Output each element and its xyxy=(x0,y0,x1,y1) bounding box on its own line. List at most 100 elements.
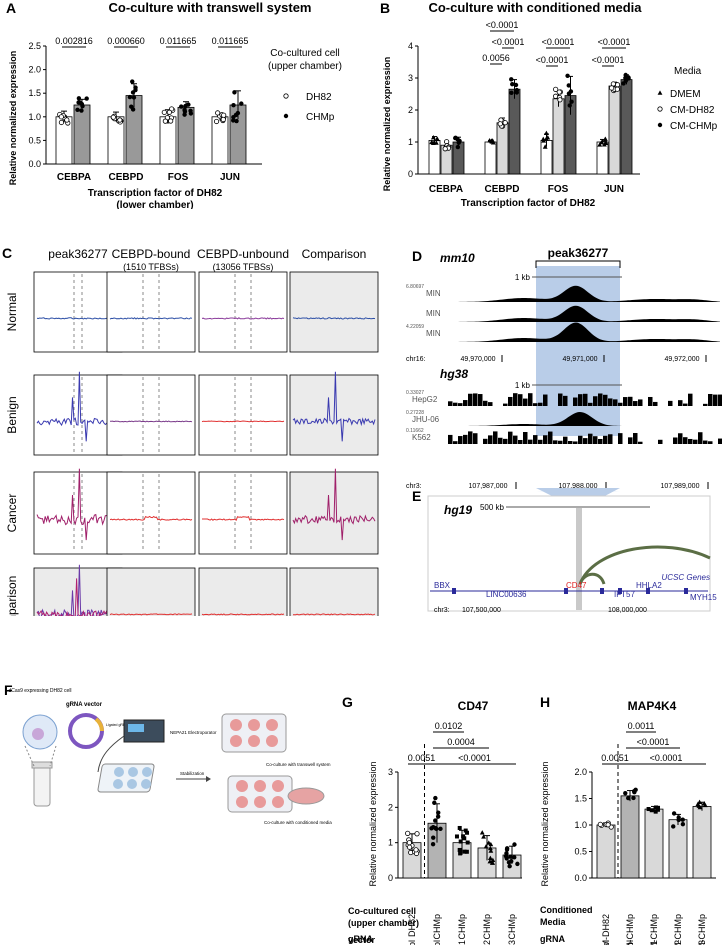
panel-a-sig-label: 0.011665 xyxy=(160,36,197,46)
panel-g-point xyxy=(414,831,420,837)
panel-c-subplot xyxy=(106,471,196,555)
panel-e-scale: 500 kb xyxy=(480,503,505,512)
panel-e-gene-label: LINC00636 xyxy=(486,590,527,599)
panel-d-signal-bar xyxy=(718,438,722,444)
panel-d-signal-bar xyxy=(553,440,558,444)
panel-g-point xyxy=(457,825,462,830)
panel-a-y-tick-label: 0.0 xyxy=(28,159,41,169)
panel-e-letter: E xyxy=(412,488,422,504)
panel-h-point xyxy=(653,809,658,814)
panel-h-point xyxy=(605,822,611,828)
panel-g-point xyxy=(436,810,441,815)
panel-b-point xyxy=(566,91,572,96)
panel-b-point xyxy=(490,138,496,143)
panel-a-xlabel1: Transcription factor of DH82 xyxy=(88,188,223,199)
panel-d-signal-bar xyxy=(558,440,563,444)
panel-c-col-subtitle: (1510 TFBSs) xyxy=(123,262,179,272)
panel-c-profile-line xyxy=(201,420,285,423)
panel-g-point xyxy=(508,854,513,859)
panel-b-sig-label: 0.0056 xyxy=(482,53,510,63)
panel-d-track-scale2: 0.33027 xyxy=(406,390,424,396)
panel-a-chart: Relative normalized expression Transcrip… xyxy=(8,36,342,209)
panel-g-point xyxy=(515,861,520,867)
panel-g-point xyxy=(407,844,413,850)
panel-h-title: MAP4K4 xyxy=(628,699,677,713)
panel-g-chart: CD47 Relative normalized expression Co-c… xyxy=(348,699,522,945)
panel-d-signal-bar xyxy=(713,394,718,406)
panel-a-bar xyxy=(211,116,229,165)
panel-c-subplot xyxy=(289,567,379,616)
panel-d-signal-bar xyxy=(633,401,638,406)
transwell-label: Co-culture with transwell system xyxy=(266,762,331,767)
panel-b-sig-label: <0.0001 xyxy=(486,20,519,30)
panel-b-sig-label: <0.0001 xyxy=(592,55,625,65)
panel-h-point xyxy=(676,815,681,820)
panel-d-track-label2: JHU-06 xyxy=(412,415,440,424)
panel-c-subplot xyxy=(289,271,379,353)
panel-d-signal-bar xyxy=(703,440,708,444)
panel-b-point xyxy=(569,99,574,104)
panel-h-letter: H xyxy=(540,694,551,710)
panel-c-subplot xyxy=(106,271,196,353)
panel-a-point xyxy=(79,108,84,113)
panel-c-row-title: Cancer xyxy=(5,494,19,533)
panel-d-signal-hg38 xyxy=(440,412,720,426)
panel-b-point xyxy=(455,144,461,150)
panel-d-signal-bar xyxy=(463,434,468,444)
panel-g-letter: G xyxy=(342,694,353,710)
electroporator-screen xyxy=(128,724,144,732)
panel-d-signal-bar xyxy=(513,393,518,406)
panel-h-point xyxy=(671,811,677,816)
panel-g-row2-label2: vector xyxy=(348,935,376,945)
panel-d-signal-bar xyxy=(648,396,653,406)
well-plate-icon xyxy=(97,763,155,793)
panel-d-signal-bar xyxy=(463,400,468,406)
panel-h-point xyxy=(646,807,651,812)
panel-d-signal-bar xyxy=(533,435,538,444)
panel-d-signal-bar xyxy=(533,403,538,406)
panel-b-point xyxy=(565,73,570,78)
panel-d-signal-bar xyxy=(568,441,573,444)
panel-a-point xyxy=(166,109,173,115)
panel-d-scale2: 1 kb xyxy=(515,381,531,390)
panel-a-legend-label: DH82 xyxy=(306,92,332,103)
panel-d-chr1: chr16: xyxy=(406,356,426,363)
panel-a-x-tick-label: JUN xyxy=(220,172,240,183)
panel-h-row1-label: CM-CHMp xyxy=(697,914,707,945)
panel-e-interaction-arc xyxy=(578,545,711,585)
panel-g-point xyxy=(458,851,463,856)
panel-g-point xyxy=(431,835,436,840)
panel-b-point xyxy=(542,144,548,149)
panel-d-signal-bar xyxy=(593,436,598,444)
panel-a-point xyxy=(130,107,136,112)
panel-a-point xyxy=(182,112,187,117)
panel-b-point xyxy=(602,137,608,142)
conditioned-wells xyxy=(236,780,284,808)
panel-d-signal-bar xyxy=(468,431,473,444)
panel-b-y-tick-label: 4 xyxy=(408,41,413,51)
panel-b-point xyxy=(614,86,620,92)
panel-d-signal-bar xyxy=(678,400,683,406)
panel-c-profile-line xyxy=(202,516,285,521)
panel-b-x-tick-label: CEBPA xyxy=(429,184,463,195)
panel-a-point xyxy=(80,103,85,109)
panel-b-legend-marker xyxy=(657,106,663,112)
panel-d-coord-hg38: 107,989,000 xyxy=(661,483,700,490)
panel-b-point xyxy=(609,85,615,91)
panel-d-signal-bar xyxy=(578,394,583,406)
cell-label: dCas9 expressing DH82 cell xyxy=(8,688,71,694)
panel-d-signal-bar xyxy=(688,438,693,444)
panel-e-exon xyxy=(564,588,568,594)
petri-dish-icon xyxy=(287,787,325,805)
panel-c-subplot xyxy=(106,374,196,456)
panel-a-point xyxy=(117,117,123,123)
panel-d-signal-bar xyxy=(608,398,613,406)
panel-d-signal-bar xyxy=(608,434,613,444)
panel-g-point xyxy=(435,814,441,819)
panel-g-point xyxy=(462,849,467,854)
panel-e-gene-label: CD47 xyxy=(566,581,587,590)
panel-a-sig-label: 0.002816 xyxy=(55,36,93,46)
panel-d-signal-bar xyxy=(588,402,593,406)
panel-a-xlabel2: (lower chamber) xyxy=(116,200,193,209)
panel-b-sig-label: <0.0001 xyxy=(492,37,525,47)
